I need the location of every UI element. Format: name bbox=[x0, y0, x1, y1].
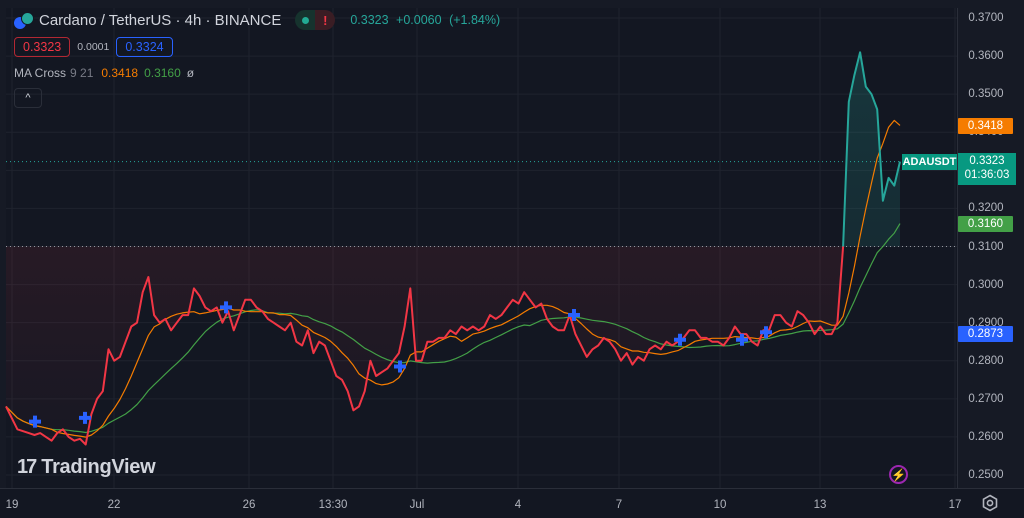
ma-cross-marker-icon bbox=[29, 415, 41, 428]
settings-gear-icon[interactable] bbox=[981, 494, 999, 512]
tradingview-logo[interactable]: 17 TradingView bbox=[17, 456, 156, 479]
bar-countdown: 01:36:03 bbox=[964, 169, 1010, 181]
collapse-legend-button[interactable]: ^ bbox=[14, 88, 42, 108]
sell-button[interactable]: 0.3323 bbox=[14, 37, 71, 57]
price-tick: 0.3500 bbox=[968, 88, 1004, 101]
price-tick: 0.3700 bbox=[968, 12, 1004, 24]
fast-ma-price-label: 0.3418 bbox=[958, 118, 1013, 134]
slow-ma-price-label: 0.3160 bbox=[958, 216, 1013, 232]
time-tick: 26 bbox=[242, 499, 256, 511]
chevron-up-icon: ^ bbox=[25, 92, 31, 104]
symbol-title-row: Cardano / TetherUS · 4h · BINANCE ! 0.33… bbox=[14, 10, 504, 30]
buy-button[interactable]: 0.3324 bbox=[116, 37, 173, 57]
price-tick: 0.2500 bbox=[968, 469, 1004, 481]
indicator-params: 9 21 bbox=[70, 66, 94, 80]
ma-cross-marker-icon bbox=[394, 360, 406, 373]
price-quote: 0.3323 +0.0060 (+1.84%) bbox=[350, 13, 504, 27]
last-price-value: 0.3323 bbox=[969, 155, 1005, 167]
symbol-price-tag: ADAUSDT bbox=[902, 154, 957, 170]
time-tick: 13 bbox=[813, 499, 827, 511]
ma-cross-marker-icon bbox=[79, 411, 91, 424]
indicator-extra-value: ø bbox=[186, 66, 195, 80]
tradingview-wordmark: TradingView bbox=[41, 456, 156, 478]
price-tick: 0.3000 bbox=[968, 278, 1004, 291]
ma-cross-marker-icon bbox=[220, 301, 232, 314]
time-tick: 7 bbox=[615, 499, 623, 511]
ma9-line bbox=[5, 119, 901, 438]
time-tick: 19 bbox=[5, 499, 19, 511]
lightning-icon[interactable]: ⚡ bbox=[889, 465, 908, 484]
crosshair-price-label: 0.2873 bbox=[958, 326, 1013, 342]
price-line-below bbox=[5, 246, 845, 446]
price-change-pct: (+1.84%) bbox=[449, 13, 501, 27]
price-tick: 0.2800 bbox=[968, 354, 1004, 367]
price-axis[interactable] bbox=[957, 8, 1016, 488]
alert-icon: ! bbox=[315, 10, 336, 30]
time-tick: 4 bbox=[514, 499, 522, 511]
tradingview-mark-icon: 17 bbox=[17, 456, 37, 478]
time-tick: 13:30 bbox=[318, 499, 348, 511]
slow-ma-value: 0.3160 bbox=[144, 66, 181, 80]
market-status-pill[interactable]: ! bbox=[295, 10, 336, 30]
time-tick: 17 bbox=[948, 499, 962, 511]
spread-value: 0.0001 bbox=[77, 41, 110, 53]
price-tick: 0.2900 bbox=[968, 316, 1004, 329]
price-tick: 0.3100 bbox=[968, 240, 1004, 253]
time-axis[interactable] bbox=[0, 488, 1024, 518]
ma-cross-marker-icon bbox=[568, 309, 580, 322]
symbol-title[interactable]: Cardano / TetherUS · 4h · BINANCE bbox=[39, 11, 282, 29]
ma-cross-marker-icon bbox=[760, 326, 772, 339]
time-tick: 22 bbox=[107, 499, 121, 511]
cardano-tether-icon bbox=[14, 11, 34, 29]
price-tick: 0.2700 bbox=[968, 392, 1004, 405]
ma-cross-marker-icon bbox=[736, 333, 748, 346]
bid-ask-row: 0.3323 0.0001 0.3324 bbox=[14, 36, 504, 58]
ma-cross-marker-icon bbox=[674, 333, 686, 346]
indicator-name: MA Cross bbox=[14, 66, 67, 80]
fast-ma-value: 0.3418 bbox=[101, 66, 139, 80]
indicator-legend-ma-cross[interactable]: MA Cross 9 21 0.3418 0.3160 ø bbox=[14, 64, 504, 82]
price-change: +0.0060 bbox=[396, 13, 442, 27]
price-tick: 0.3200 bbox=[968, 202, 1004, 215]
time-tick: Jul bbox=[409, 499, 425, 511]
price-tick: 0.2600 bbox=[968, 430, 1004, 443]
price-tick: 0.3600 bbox=[968, 50, 1004, 63]
last-price: 0.3323 bbox=[350, 13, 389, 27]
time-tick: 10 bbox=[713, 499, 727, 511]
chart-legend: Cardano / TetherUS · 4h · BINANCE ! 0.33… bbox=[14, 10, 504, 108]
market-open-icon bbox=[295, 10, 316, 30]
last-price-label: 0.3323 01:36:03 bbox=[958, 153, 1016, 185]
